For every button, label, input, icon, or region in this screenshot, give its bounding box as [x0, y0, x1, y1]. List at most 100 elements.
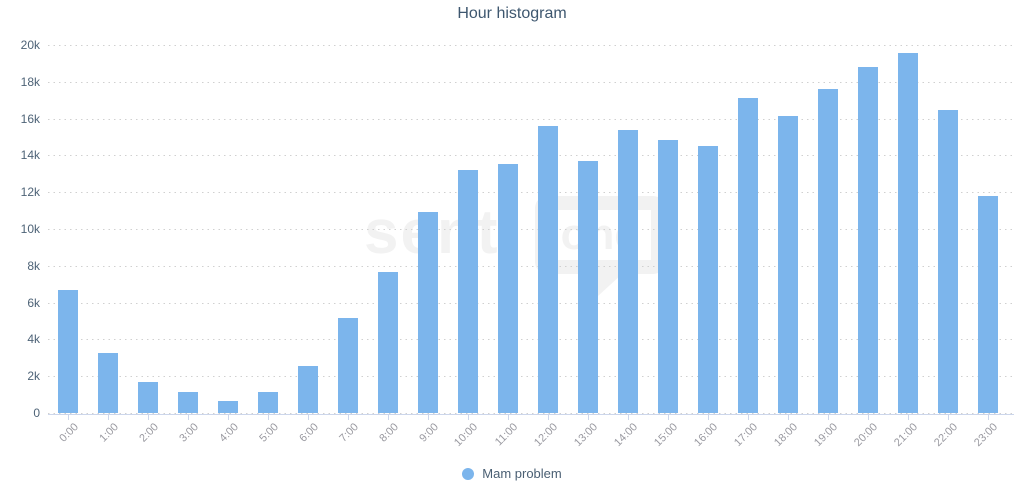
gridline — [48, 192, 1014, 194]
x-axis-tick — [148, 414, 149, 420]
y-axis-label: 6k — [27, 295, 40, 310]
x-axis-label: 8:00 — [376, 421, 401, 445]
gridline — [48, 45, 1014, 46]
bar[interactable] — [498, 163, 518, 413]
gridline — [48, 155, 1014, 157]
gridline — [48, 81, 1014, 83]
x-axis-label: 23:00 — [972, 421, 1001, 449]
bar[interactable] — [338, 318, 358, 413]
x-axis-tick — [108, 414, 109, 420]
y-axis-label: 2k — [27, 369, 40, 384]
bar[interactable] — [818, 89, 838, 413]
x-axis-label: 1:00 — [96, 421, 121, 445]
bar[interactable] — [298, 366, 318, 413]
x-axis-tick — [548, 414, 549, 420]
x-axis-label: 12:00 — [532, 421, 561, 449]
x-axis-tick — [708, 414, 709, 420]
bar[interactable] — [658, 139, 678, 413]
x-axis-tick — [348, 414, 349, 420]
x-axis-tick — [228, 414, 229, 420]
x-axis-tick — [668, 414, 669, 420]
x-axis-tick — [588, 414, 589, 420]
x-axis-tick — [628, 414, 629, 420]
x-axis-label: 4:00 — [216, 421, 241, 445]
y-axis-label: 0 — [33, 406, 40, 420]
x-axis-tick — [268, 414, 269, 420]
bar[interactable] — [738, 98, 758, 413]
y-axis-label: 10k — [20, 222, 40, 236]
bar[interactable] — [778, 115, 798, 413]
x-axis-label: 11:00 — [493, 421, 521, 449]
x-axis-label: 2:00 — [136, 421, 161, 445]
x-axis-tick — [428, 414, 429, 420]
gridline — [48, 265, 1014, 267]
x-axis-tick — [308, 414, 309, 420]
bar[interactable] — [258, 391, 278, 413]
bar[interactable] — [538, 125, 558, 413]
watermark-text-senti: senti — [364, 198, 519, 267]
x-axis-label: 16:00 — [692, 421, 721, 449]
legend-item-mam-problem[interactable]: Mam problem — [0, 466, 1024, 481]
x-axis-tick — [908, 414, 909, 420]
x-axis-label: 22:00 — [932, 421, 961, 449]
y-axis-label: 12k — [20, 185, 40, 200]
y-axis-label: 18k — [20, 74, 40, 89]
gridline — [48, 413, 1014, 414]
x-axis-label: 13:00 — [572, 421, 601, 449]
bar[interactable] — [218, 401, 238, 413]
bar[interactable] — [578, 160, 598, 413]
bar[interactable] — [98, 353, 118, 413]
legend-series-marker-icon — [462, 467, 475, 480]
x-axis-label: 6:00 — [296, 421, 321, 445]
x-axis-label: 14:00 — [612, 421, 641, 449]
bar[interactable] — [458, 170, 478, 413]
x-axis-label: 17:00 — [732, 421, 761, 449]
x-axis-label: 15:00 — [652, 421, 681, 449]
x-axis-label: 9:00 — [416, 421, 441, 445]
x-axis-label: 20:00 — [852, 421, 881, 449]
gridline — [48, 339, 1014, 341]
x-axis-tick — [788, 414, 789, 420]
x-axis-tick — [748, 414, 749, 420]
watermark-bubble-tail — [598, 274, 622, 296]
bar[interactable] — [938, 110, 958, 413]
gridline — [48, 118, 1014, 120]
bar[interactable] — [698, 146, 718, 413]
x-axis-tick — [988, 414, 989, 420]
x-axis-label: 21:00 — [892, 421, 921, 449]
x-axis-tick — [508, 414, 509, 420]
y-axis-label: 16k — [20, 111, 40, 126]
chart-title: Hour histogram — [457, 5, 567, 22]
x-axis-tick — [388, 414, 389, 420]
bar[interactable] — [978, 195, 998, 413]
gridline — [48, 229, 1014, 230]
x-axis-tick — [868, 414, 869, 420]
legend-series-label: Mam problem — [482, 466, 562, 481]
bar[interactable] — [178, 391, 198, 413]
x-axis-label: 19:00 — [812, 421, 841, 449]
x-axis-label: 10:00 — [452, 421, 481, 449]
bar[interactable] — [58, 289, 78, 413]
x-axis-label: 5:00 — [256, 421, 281, 445]
y-axis-label: 14k — [20, 148, 40, 163]
x-axis-tick — [828, 414, 829, 420]
x-axis-label: 7:00 — [336, 421, 361, 445]
x-axis-label: 0:00 — [56, 421, 81, 445]
x-axis-label: 18:00 — [772, 421, 801, 449]
bar[interactable] — [138, 381, 158, 413]
gridline — [48, 376, 1014, 378]
x-axis-tick — [468, 414, 469, 420]
bar[interactable] — [618, 129, 638, 413]
bar[interactable] — [898, 53, 918, 413]
bar[interactable] — [418, 212, 438, 413]
y-axis-label: 20k — [20, 38, 40, 52]
x-axis-tick — [948, 414, 949, 420]
y-axis-label: 4k — [27, 332, 40, 347]
x-axis-line — [48, 414, 1014, 415]
x-axis-label: 3:00 — [176, 421, 201, 445]
bar[interactable] — [858, 67, 878, 413]
y-axis-label: 8k — [27, 258, 40, 273]
bar[interactable] — [378, 272, 398, 413]
